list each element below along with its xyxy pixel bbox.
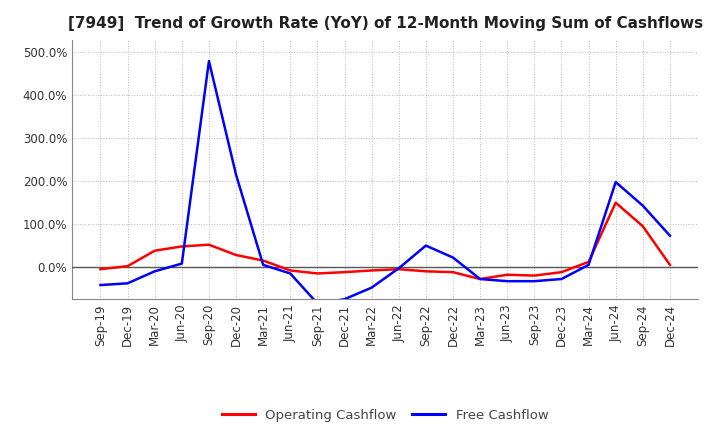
Operating Cashflow <box>449 270 457 275</box>
Legend: Operating Cashflow, Free Cashflow: Operating Cashflow, Free Cashflow <box>217 403 554 428</box>
Free Cashflow <box>150 269 159 274</box>
Free Cashflow <box>123 281 132 286</box>
Free Cashflow <box>611 180 620 185</box>
Operating Cashflow <box>665 262 674 268</box>
Free Cashflow <box>584 262 593 268</box>
Free Cashflow <box>313 301 322 306</box>
Operating Cashflow <box>611 200 620 205</box>
Operating Cashflow <box>530 273 539 278</box>
Operating Cashflow <box>123 264 132 269</box>
Title: [7949]  Trend of Growth Rate (YoY) of 12-Month Moving Sum of Cashflows: [7949] Trend of Growth Rate (YoY) of 12-… <box>68 16 703 32</box>
Free Cashflow <box>96 282 105 288</box>
Operating Cashflow <box>639 224 647 229</box>
Free Cashflow <box>259 262 268 268</box>
Free Cashflow <box>530 279 539 284</box>
Operating Cashflow <box>96 267 105 272</box>
Operating Cashflow <box>367 268 376 273</box>
Free Cashflow <box>639 203 647 208</box>
Operating Cashflow <box>259 258 268 263</box>
Operating Cashflow <box>584 259 593 264</box>
Operating Cashflow <box>286 268 294 273</box>
Free Cashflow <box>557 276 566 282</box>
Free Cashflow <box>341 297 349 302</box>
Free Cashflow <box>665 233 674 238</box>
Free Cashflow <box>204 59 213 64</box>
Operating Cashflow <box>503 272 511 277</box>
Operating Cashflow <box>341 270 349 275</box>
Operating Cashflow <box>395 267 403 272</box>
Free Cashflow <box>395 266 403 271</box>
Free Cashflow <box>421 243 430 248</box>
Operating Cashflow <box>178 244 186 249</box>
Operating Cashflow <box>313 271 322 276</box>
Free Cashflow <box>476 276 485 282</box>
Operating Cashflow <box>204 242 213 247</box>
Line: Operating Cashflow: Operating Cashflow <box>101 203 670 279</box>
Operating Cashflow <box>232 253 240 258</box>
Line: Free Cashflow: Free Cashflow <box>101 61 670 304</box>
Operating Cashflow <box>421 269 430 274</box>
Free Cashflow <box>503 279 511 284</box>
Operating Cashflow <box>150 248 159 253</box>
Free Cashflow <box>449 255 457 260</box>
Free Cashflow <box>286 271 294 276</box>
Operating Cashflow <box>557 270 566 275</box>
Free Cashflow <box>367 285 376 290</box>
Operating Cashflow <box>476 276 485 282</box>
Free Cashflow <box>178 261 186 266</box>
Free Cashflow <box>232 172 240 177</box>
